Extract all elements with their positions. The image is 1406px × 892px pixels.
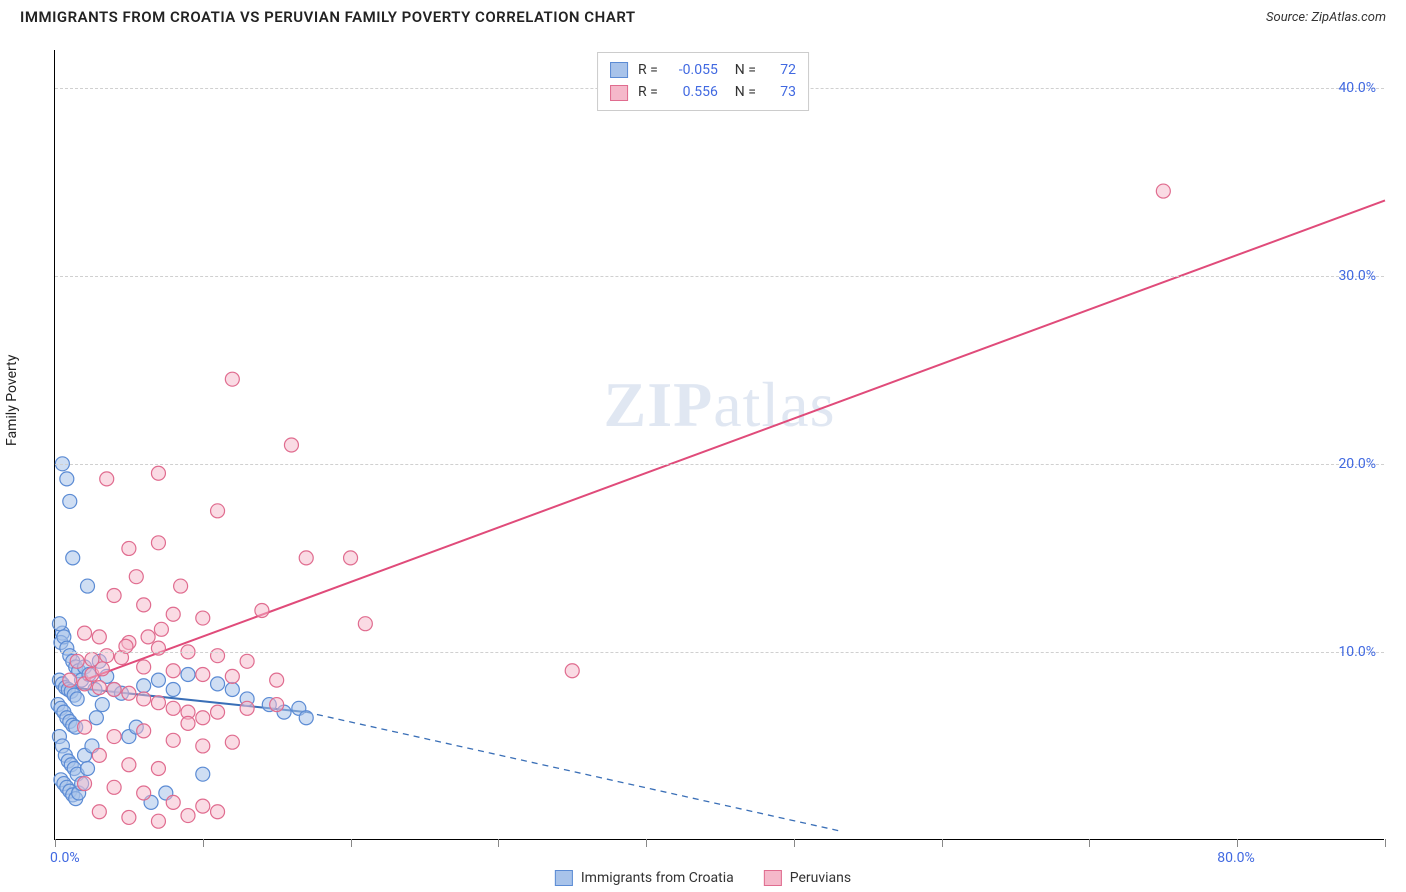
series-legend-item: Immigrants from Croatia [555, 870, 734, 886]
gridline [55, 276, 1384, 277]
series-legend: Immigrants from Croatia Peruvians [555, 870, 851, 886]
x-tick [203, 839, 204, 847]
y-tick-label: 20.0% [1338, 456, 1376, 472]
y-tick-label: 30.0% [1338, 268, 1376, 284]
series-legend-label: Immigrants from Croatia [581, 870, 734, 886]
chart-title: IMMIGRANTS FROM CROATIA VS PERUVIAN FAMI… [20, 8, 636, 26]
x-tick [942, 839, 943, 847]
legend-n-label: N = [728, 59, 756, 81]
correlation-legend-row: R = 0.556 N = 73 [610, 81, 796, 103]
legend-r-label: R = [638, 81, 658, 103]
legend-n-value: 72 [766, 59, 796, 81]
x-tick [498, 839, 499, 847]
x-tick [1089, 839, 1090, 847]
legend-r-value: -0.055 [668, 59, 718, 81]
x-tick [646, 839, 647, 847]
legend-swatch [764, 870, 782, 886]
legend-swatch [610, 85, 628, 101]
chart-header: IMMIGRANTS FROM CROATIA VS PERUVIAN FAMI… [0, 0, 1406, 30]
y-axis-title: Family Poverty [4, 355, 20, 446]
y-tick-label: 40.0% [1338, 80, 1376, 96]
legend-swatch [555, 870, 573, 886]
x-tick [351, 839, 352, 847]
x-tick [1385, 839, 1386, 847]
correlation-legend: R = -0.055 N = 72 R = 0.556 N = 73 [597, 52, 809, 111]
x-tick [1237, 839, 1238, 847]
y-tick-label: 10.0% [1338, 644, 1376, 660]
legend-r-value: 0.556 [668, 81, 718, 103]
series-legend-item: Peruvians [764, 870, 851, 886]
correlation-legend-row: R = -0.055 N = 72 [610, 59, 796, 81]
source-attribution: Source: ZipAtlas.com [1266, 10, 1386, 25]
legend-swatch [610, 62, 628, 78]
x-tick-label: 0.0% [50, 850, 80, 866]
legend-n-label: N = [728, 81, 756, 103]
x-tick-label: 80.0% [1217, 850, 1255, 866]
x-tick [794, 839, 795, 847]
legend-n-value: 73 [766, 81, 796, 103]
x-tick [55, 839, 56, 847]
series-legend-label: Peruvians [790, 870, 851, 886]
scatter-svg [55, 50, 1384, 839]
plot-area: ZIPatlas 10.0%20.0%30.0%40.0%0.0%80.0% [54, 50, 1384, 840]
legend-r-label: R = [638, 59, 658, 81]
gridline [55, 652, 1384, 653]
gridline [55, 464, 1384, 465]
